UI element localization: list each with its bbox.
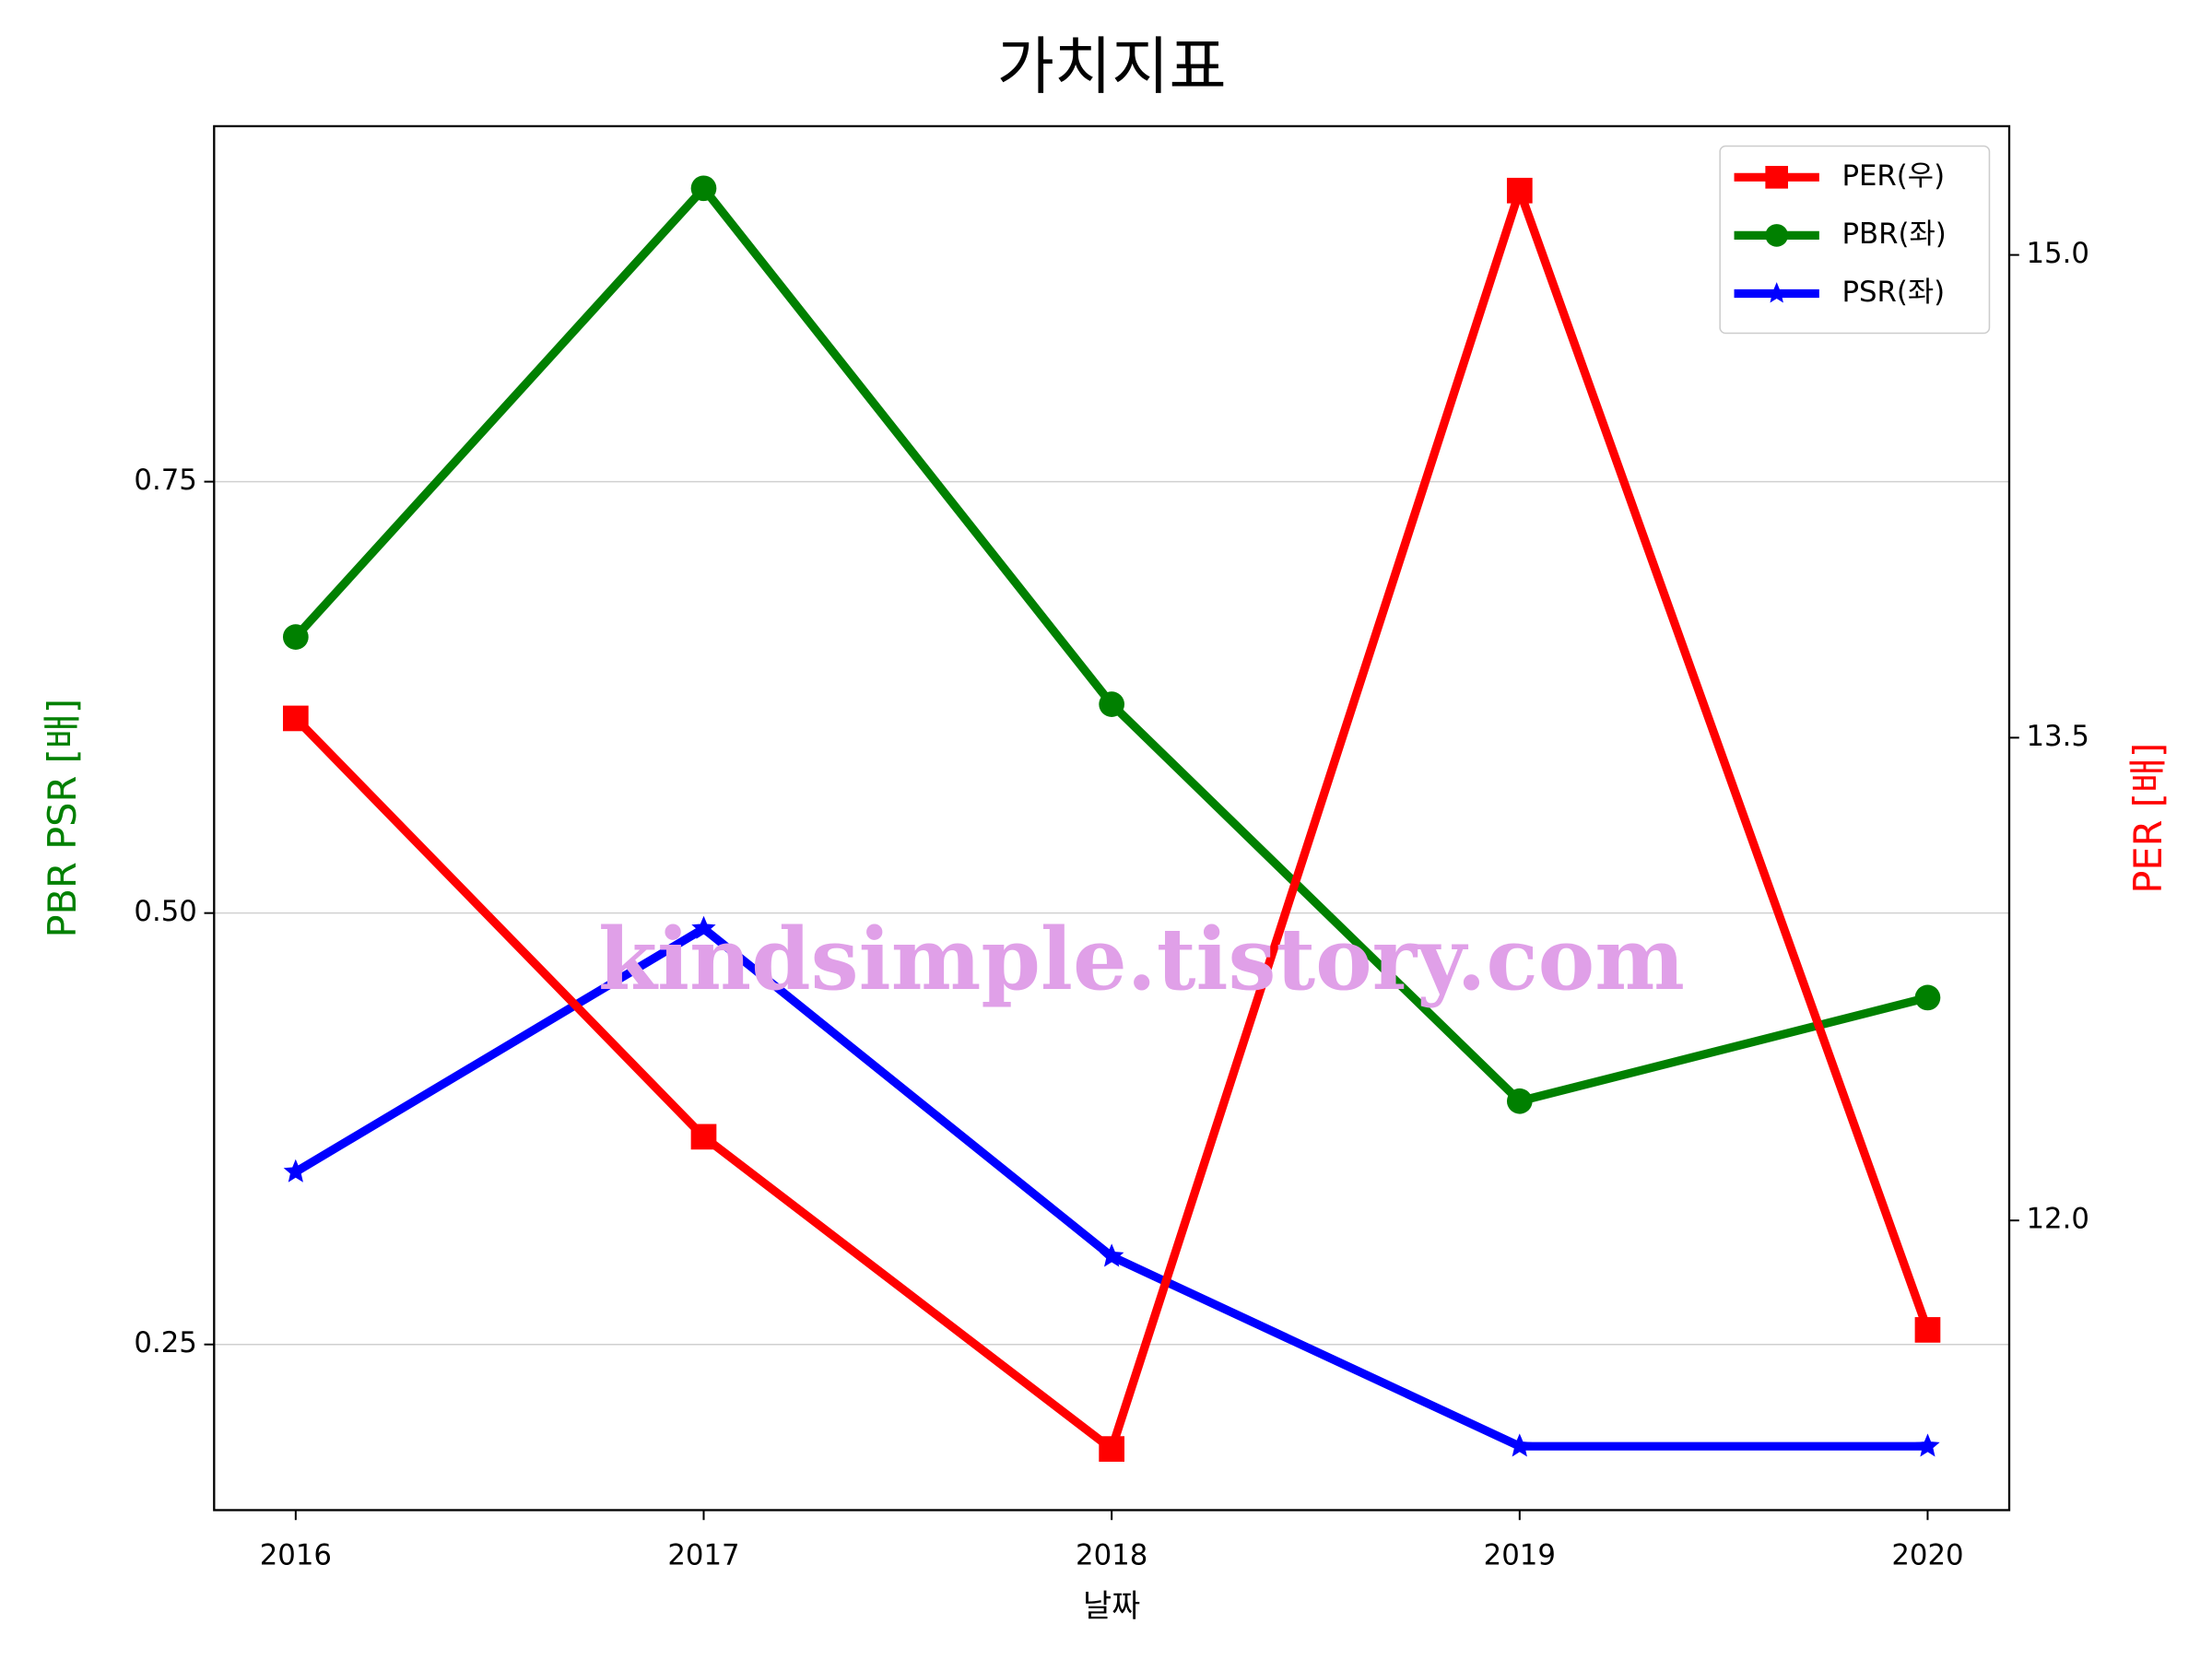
- legend-label: PER(우): [1841, 159, 1945, 193]
- x-axis-label: 날짜: [1083, 1588, 1140, 1624]
- data-point: [1099, 1436, 1124, 1462]
- data-point: [690, 1124, 717, 1150]
- legend-marker: [1765, 166, 1788, 189]
- legend-marker: [1766, 282, 1788, 303]
- data-point: [1506, 1088, 1533, 1114]
- legend-label: PSR(좌): [1841, 276, 1945, 309]
- legend-box: [1719, 145, 1991, 335]
- y2-axis-label: PER [배]: [2125, 743, 2171, 894]
- data-point: [283, 1159, 308, 1182]
- y2-tick-label: 12.0: [2026, 1203, 2088, 1236]
- legend-label: PBR(좌): [1841, 218, 1946, 251]
- data-point: [1506, 177, 1533, 204]
- x-tick-label: 2016: [260, 1539, 332, 1572]
- data-point: [1507, 1433, 1533, 1457]
- y-tick-label: 0.75: [134, 464, 196, 497]
- data-point: [282, 624, 309, 650]
- data-point: [1915, 1433, 1940, 1457]
- y-tick-label: 0.25: [134, 1326, 196, 1359]
- y2-tick-label: 13.5: [2026, 720, 2088, 753]
- y-axis-label: PBR PSR [배]: [40, 699, 85, 938]
- watermark: kindsimple.tistory.com: [598, 909, 1685, 1009]
- x-tick-label: 2018: [1076, 1539, 1147, 1572]
- data-point: [1914, 1317, 1941, 1343]
- data-point: [691, 915, 716, 939]
- data-point: [690, 175, 717, 202]
- data-point: [1099, 691, 1124, 717]
- data-point: [282, 705, 309, 732]
- data-point: [1099, 1243, 1124, 1267]
- chart-title: 가치지표: [997, 29, 1227, 102]
- plot-frame: [213, 124, 2011, 1512]
- data-point: [1914, 984, 1941, 1011]
- x-tick-label: 2020: [1891, 1539, 1963, 1572]
- x-tick-label: 2017: [667, 1539, 739, 1572]
- x-tick-label: 2019: [1484, 1539, 1556, 1572]
- legend-marker: [1765, 224, 1788, 247]
- y2-tick-label: 15.0: [2026, 237, 2088, 270]
- y-tick-label: 0.50: [134, 895, 196, 928]
